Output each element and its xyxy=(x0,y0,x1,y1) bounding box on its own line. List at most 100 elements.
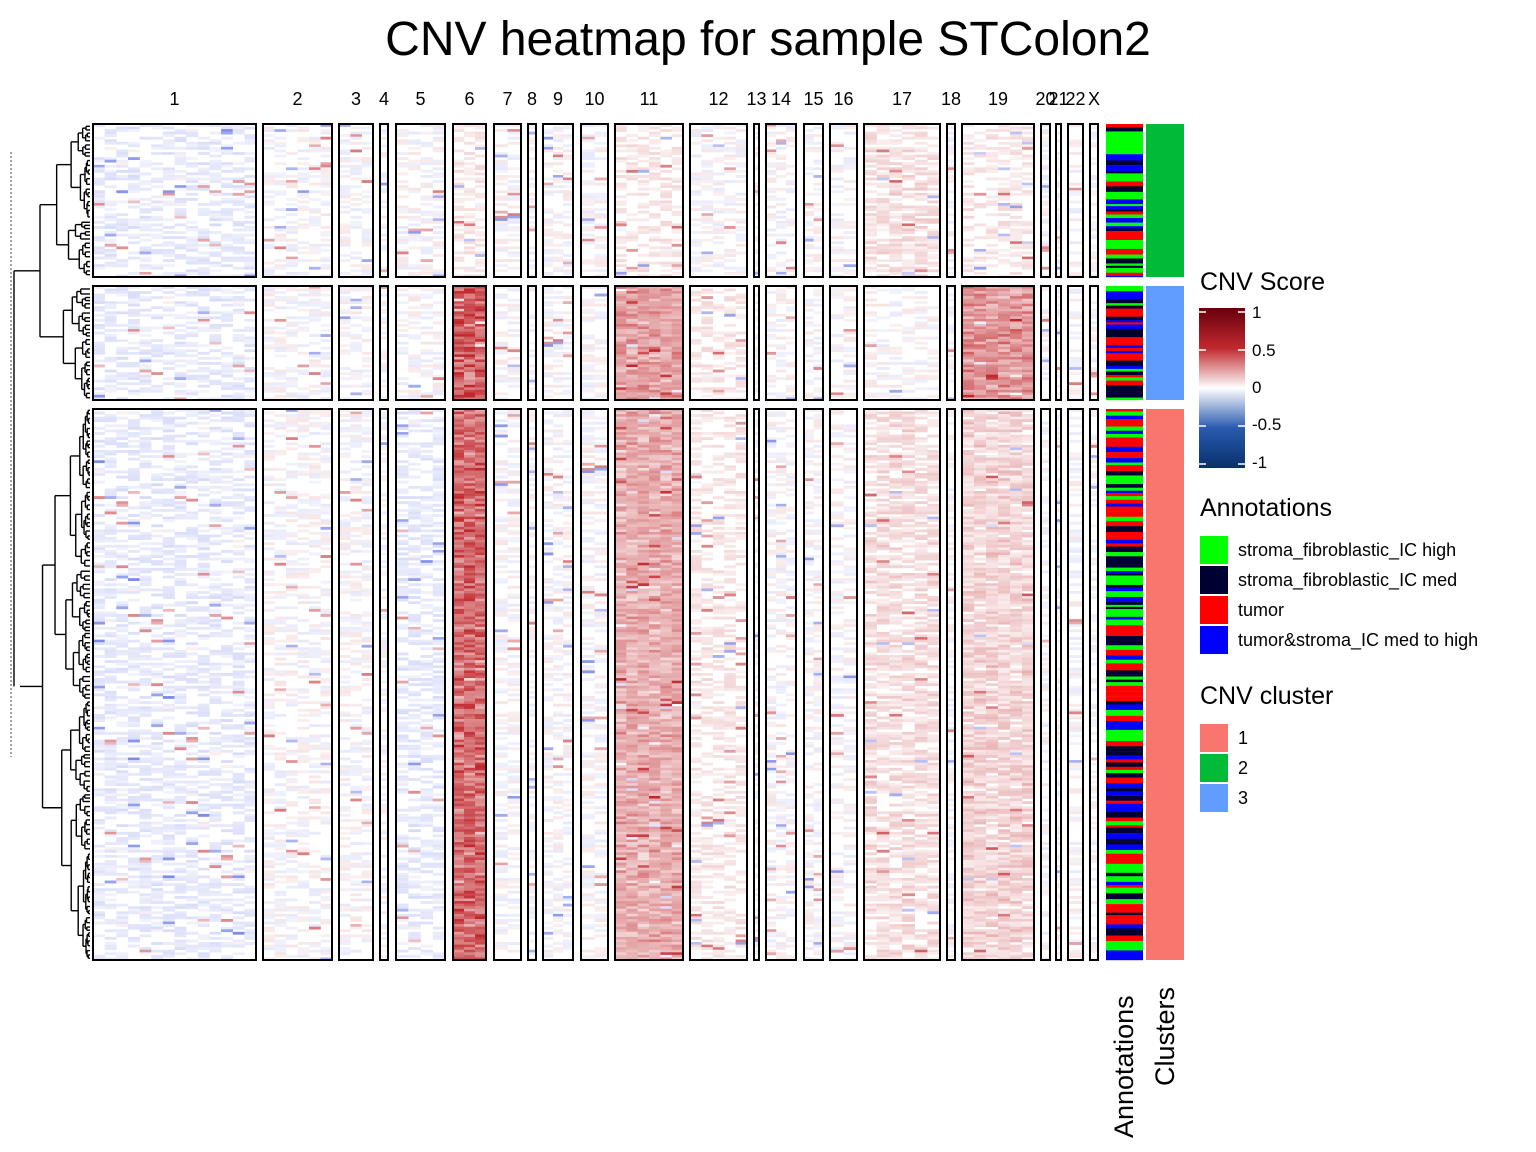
heatmap-cell xyxy=(581,416,595,420)
heatmap-cell xyxy=(724,218,736,222)
heatmap-cell xyxy=(1022,228,1035,232)
heatmap-cell xyxy=(724,308,736,312)
heatmap-cell xyxy=(1090,131,1099,135)
heatmap-cell xyxy=(974,139,987,143)
heatmap-cell xyxy=(581,269,595,273)
heatmap-cell xyxy=(453,367,465,370)
heatmap-cell xyxy=(637,394,650,398)
heatmap-cell xyxy=(339,254,351,257)
heatmap-cell xyxy=(804,392,814,396)
heatmap-cell xyxy=(396,231,409,234)
heatmap-cell xyxy=(297,177,310,181)
heatmap-cell xyxy=(563,149,574,153)
heatmap-cell xyxy=(1090,313,1099,317)
heatmap-cell xyxy=(864,231,877,234)
heatmap-cell xyxy=(786,220,797,224)
heatmap-cell xyxy=(1022,349,1035,353)
heatmap-cell xyxy=(1068,409,1084,412)
heatmap-cell xyxy=(475,180,487,183)
heatmap-cell xyxy=(263,291,275,294)
heatmap-cell xyxy=(998,197,1011,201)
heatmap-cell xyxy=(232,187,245,191)
heatmap-cell xyxy=(962,336,975,340)
heatmap-cell xyxy=(244,159,257,163)
heatmap-cell xyxy=(432,136,446,140)
heatmap-cell xyxy=(507,228,522,232)
heatmap-cell xyxy=(690,269,702,273)
heatmap-cell xyxy=(986,256,999,260)
heatmap-cell xyxy=(974,259,987,262)
heatmap-cell xyxy=(475,369,487,373)
heatmap-cell xyxy=(553,259,564,262)
heatmap-cell xyxy=(876,351,890,355)
heatmap-cell xyxy=(197,316,210,320)
heatmap-cell xyxy=(902,169,915,173)
heatmap-cell xyxy=(701,187,714,191)
heatmap-cell xyxy=(1010,409,1023,412)
heatmap-cell xyxy=(197,172,210,176)
heatmap-cell xyxy=(104,172,117,176)
heatmap-cell xyxy=(660,306,672,310)
heatmap-cell xyxy=(986,369,999,373)
heatmap-cell xyxy=(380,187,389,191)
heatmap-cell xyxy=(637,372,650,375)
heatmap-cell xyxy=(475,409,487,412)
heatmap-cell xyxy=(151,411,164,415)
heatmap-cell xyxy=(594,197,609,201)
heatmap-cell xyxy=(914,187,928,191)
heatmap-cell xyxy=(947,266,956,270)
heatmap-cell xyxy=(962,172,975,176)
heatmap-cell xyxy=(139,238,152,242)
heatmap-cell xyxy=(162,146,175,150)
heatmap-cell xyxy=(350,131,362,135)
heatmap-cell xyxy=(712,308,725,312)
heatmap-cell xyxy=(830,149,844,153)
heatmap-cell xyxy=(986,159,999,163)
heatmap-cell xyxy=(804,341,814,345)
heatmap-cell xyxy=(914,236,928,240)
heatmap-cell xyxy=(986,351,999,355)
heatmap-cell xyxy=(380,303,389,307)
heatmap-cell xyxy=(232,141,245,145)
heatmap-cell xyxy=(998,324,1011,327)
heatmap-cell xyxy=(637,169,650,173)
heatmap-cell xyxy=(286,349,298,353)
heatmap-cell xyxy=(927,362,941,365)
heatmap-cell xyxy=(712,339,725,343)
heatmap-cell xyxy=(286,377,298,381)
heatmap-cell xyxy=(947,169,956,173)
heatmap-cell xyxy=(735,154,748,158)
heatmap-cell xyxy=(637,369,650,373)
heatmap-cells xyxy=(93,124,1099,961)
heatmap-cell xyxy=(615,182,627,186)
heatmap-cell xyxy=(297,271,310,275)
heatmap-cell xyxy=(197,238,210,242)
heatmap-cell xyxy=(701,231,714,234)
heatmap-cell xyxy=(475,346,487,350)
heatmap-cell xyxy=(701,301,714,305)
heatmap-cell xyxy=(660,336,672,340)
heatmap-cell xyxy=(889,301,903,305)
heatmap-cell xyxy=(986,169,999,173)
heatmap-cell xyxy=(671,149,684,153)
heatmap-cell xyxy=(1056,397,1062,401)
heatmap-cell xyxy=(637,205,650,209)
heatmap-cell xyxy=(494,215,508,219)
heatmap-cell xyxy=(408,326,421,330)
heatmap-cell xyxy=(889,124,903,127)
heatmap-cell xyxy=(221,313,234,317)
heatmap-cell xyxy=(1041,274,1051,278)
heatmap-cell xyxy=(420,159,434,163)
heatmap-cell xyxy=(1041,246,1051,250)
heatmap-cell xyxy=(475,274,487,278)
heatmap-cell xyxy=(464,384,476,388)
heatmap-cell xyxy=(660,251,672,255)
heatmap-cell xyxy=(232,329,245,332)
heatmap-cell xyxy=(104,215,117,219)
heatmap-cell xyxy=(209,159,222,163)
heatmap-cell xyxy=(671,146,684,150)
heatmap-cell xyxy=(464,379,476,383)
heatmap-cell xyxy=(864,409,877,412)
heatmap-cell xyxy=(1041,157,1051,160)
heatmap-cell xyxy=(1090,256,1099,260)
